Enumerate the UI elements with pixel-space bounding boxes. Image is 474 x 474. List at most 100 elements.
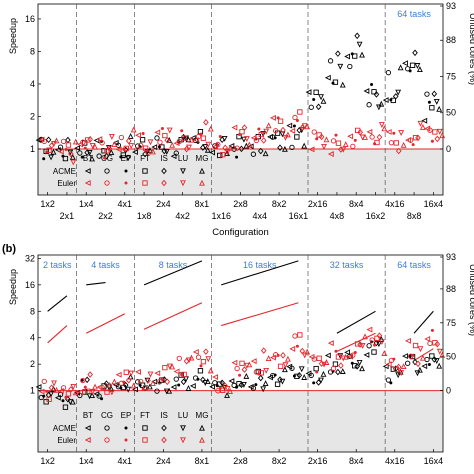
data-point <box>412 342 419 349</box>
data-point <box>279 378 286 385</box>
data-point <box>235 155 239 159</box>
data-point <box>197 368 204 374</box>
data-point <box>289 365 295 371</box>
x-tick-label: 16x4 <box>424 456 444 466</box>
x-tick-label: 8x1 <box>195 199 210 209</box>
data-point <box>84 149 90 156</box>
data-point <box>393 140 399 146</box>
data-point <box>163 149 170 155</box>
data-point <box>188 136 195 143</box>
data-point <box>436 128 443 135</box>
data-point <box>434 340 441 348</box>
x-tick-label: 4x2 <box>175 211 190 221</box>
data-point <box>123 369 129 375</box>
legend-benchmark-label: IS <box>160 154 168 163</box>
data-point <box>366 326 373 333</box>
data-point <box>347 353 353 359</box>
data-point <box>439 132 446 139</box>
y2-axis-label: Unused cores (%) <box>468 13 474 85</box>
data-point <box>192 137 199 143</box>
legend-marker <box>124 181 128 185</box>
data-point <box>335 140 342 146</box>
data-point <box>385 377 392 383</box>
data-point <box>419 354 426 361</box>
data-point <box>353 138 357 142</box>
data-point <box>120 152 126 158</box>
data-point <box>400 141 407 148</box>
x-tick-label: 1x2 <box>40 199 55 209</box>
data-point <box>286 122 293 129</box>
data-point <box>427 340 433 347</box>
data-point <box>57 388 64 394</box>
data-point <box>260 386 267 393</box>
data-point <box>170 384 177 390</box>
data-point <box>392 357 396 361</box>
data-point <box>436 362 443 369</box>
data-point <box>151 378 158 385</box>
data-point <box>164 378 171 386</box>
x-tick-label: 2x4 <box>156 199 171 209</box>
data-point <box>64 395 68 399</box>
data-point <box>176 355 182 362</box>
x-tick-label: 1x8 <box>137 211 152 221</box>
data-point <box>347 133 354 140</box>
data-point <box>295 119 299 123</box>
data-point <box>125 376 132 384</box>
data-point <box>412 135 419 141</box>
data-point <box>273 128 279 134</box>
data-point <box>224 386 231 392</box>
legend-marker <box>84 168 91 174</box>
data-point <box>64 147 68 151</box>
data-point <box>281 145 288 152</box>
data-point <box>338 362 344 369</box>
data-point <box>204 378 211 385</box>
y2-tick-label: 50 <box>446 108 456 118</box>
y-tick-label: 1 <box>30 386 35 396</box>
data-point <box>315 137 319 141</box>
legend-benchmark-label: MG <box>196 411 209 420</box>
data-point <box>57 148 64 155</box>
data-point <box>359 365 365 372</box>
group-label: 64 tasks <box>397 9 431 19</box>
data-point <box>145 377 151 384</box>
ideal-line <box>221 260 299 286</box>
data-point <box>141 131 145 135</box>
data-point <box>195 354 202 360</box>
data-point <box>265 122 272 129</box>
data-point <box>355 341 361 347</box>
data-point <box>352 53 358 59</box>
data-point <box>311 356 317 362</box>
data-point <box>424 336 431 342</box>
data-point <box>397 64 404 71</box>
data-point <box>228 378 235 384</box>
legend-benchmark-label: BT <box>83 154 93 163</box>
data-point <box>69 153 76 160</box>
data-point <box>402 60 408 67</box>
data-point <box>337 63 344 70</box>
data-point <box>43 148 49 155</box>
data-point <box>339 368 346 374</box>
data-point <box>429 105 435 111</box>
data-point <box>38 388 45 395</box>
data-point <box>103 152 110 160</box>
data-point <box>127 133 134 139</box>
data-point <box>77 389 84 395</box>
data-point <box>70 159 77 166</box>
data-point <box>362 333 368 340</box>
data-point <box>308 146 315 153</box>
data-point <box>324 74 331 81</box>
data-point <box>160 127 164 131</box>
data-point <box>308 104 314 110</box>
data-point <box>332 79 339 85</box>
data-point <box>312 97 316 101</box>
data-point <box>347 63 353 70</box>
data-point <box>173 368 180 375</box>
data-point <box>162 132 168 139</box>
data-point <box>125 137 132 145</box>
data-point <box>238 145 245 153</box>
x-tick-label: 8x4 <box>349 456 364 466</box>
x-tick-label: 2x16 <box>308 456 328 466</box>
data-point <box>374 139 380 146</box>
data-point <box>327 58 334 64</box>
data-point <box>234 145 240 151</box>
